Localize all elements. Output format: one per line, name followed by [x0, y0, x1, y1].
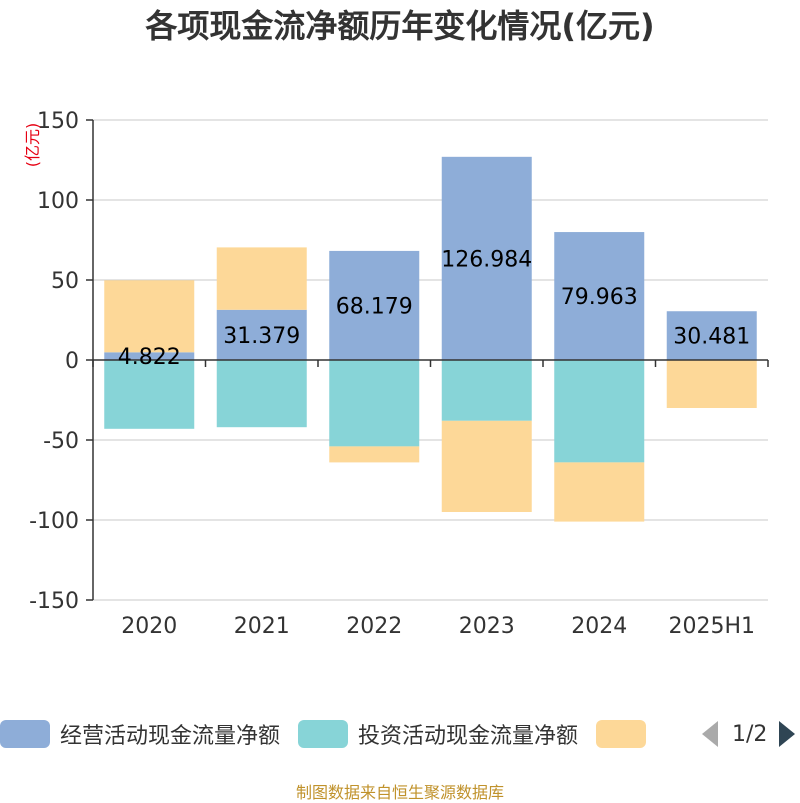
x-tick-label: 2020 — [121, 614, 177, 639]
bar-operating-2021 — [216, 309, 307, 360]
bar-operating-2022 — [329, 250, 420, 360]
bar-operating-2024 — [554, 232, 645, 360]
legend: 经营活动现金流量净额 投资活动现金流量净额 — [0, 716, 800, 752]
y-tick-label: 0 — [65, 349, 79, 374]
x-tick-label: 2022 — [346, 614, 402, 639]
legend-item-operating[interactable]: 经营活动现金流量净额 — [0, 718, 280, 750]
data-label: 31.379 — [223, 324, 300, 349]
bar-operating-2025H1 — [666, 311, 757, 360]
bar-financing-2020 — [104, 280, 195, 353]
bar-financing-2022 — [329, 446, 420, 463]
bar-financing-2021 — [216, 247, 307, 310]
x-tick-label: 2023 — [459, 614, 515, 639]
y-tick-label: -100 — [29, 509, 79, 534]
bar-investing-2020 — [104, 360, 195, 429]
y-unit-label: (亿元) — [23, 123, 42, 168]
bar-operating-2020 — [104, 352, 195, 360]
data-label: 68.179 — [336, 294, 413, 319]
source-note: 制图数据来自恒生聚源数据库 — [295, 783, 504, 802]
bar-financing-2024 — [554, 462, 645, 522]
data-label: 79.963 — [561, 285, 638, 310]
bar-investing-2024 — [554, 360, 645, 463]
pager-page-text: 1/2 — [732, 721, 768, 747]
pager-prev-arrow-icon[interactable] — [702, 721, 718, 747]
legend-swatch-operating — [0, 720, 50, 748]
bar-investing-2022 — [329, 360, 420, 447]
bar-investing-2023 — [441, 360, 532, 421]
legend-item-financing[interactable] — [596, 720, 656, 748]
x-tick-label: 2021 — [234, 614, 290, 639]
y-tick-label: -50 — [43, 429, 79, 454]
pager-next-arrow-icon[interactable] — [779, 721, 796, 747]
bar-financing-2023 — [441, 420, 532, 512]
y-tick-label: 50 — [51, 269, 79, 294]
bar-financing-2025H1 — [666, 360, 757, 408]
bar-layer — [104, 156, 757, 522]
axes: 150 100 50 0 -50 -100 -150 (亿元) 2020 2021 2022 2023… — [23, 109, 769, 639]
data-labels: 4.822 31.379 68.179 126.984 79.963 30.481 — [118, 247, 750, 370]
chart-title: 各项现金流净额历年变化情况(亿元) — [145, 7, 655, 45]
data-label: 4.822 — [118, 345, 181, 370]
legend-item-investing[interactable]: 投资活动现金流量净额 — [298, 718, 578, 750]
data-label: 126.984 — [441, 247, 532, 272]
bar-investing-2021 — [216, 360, 307, 428]
legend-swatch-investing — [298, 720, 349, 748]
legend-label-operating: 经营活动现金流量净额 — [60, 724, 281, 749]
data-label: 30.481 — [673, 325, 750, 350]
legend-swatch-financing — [596, 720, 647, 748]
y-tick-label: 100 — [37, 189, 79, 214]
x-tick-label: 2024 — [571, 614, 627, 639]
y-tick-label: -150 — [29, 589, 79, 614]
legend-pager: 1/2 — [702, 716, 796, 752]
legend-label-investing: 投资活动现金流量净额 — [358, 724, 579, 749]
x-tick-label: 2025H1 — [668, 614, 755, 639]
bar-operating-2023 — [441, 156, 532, 360]
y-tick-label: 150 — [37, 109, 79, 134]
